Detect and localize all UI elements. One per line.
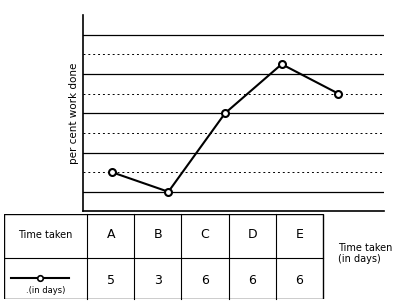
Text: 6: 6: [295, 274, 303, 287]
Text: C: C: [201, 228, 209, 241]
Text: Time taken
(in days): Time taken (in days): [338, 243, 392, 265]
Text: D: D: [247, 228, 257, 241]
Text: 5: 5: [107, 274, 115, 287]
Text: E: E: [295, 228, 303, 241]
Text: 6: 6: [201, 274, 209, 287]
Y-axis label: per cent work done: per cent work done: [69, 63, 79, 164]
Text: Time taken: Time taken: [18, 230, 73, 240]
Text: 6: 6: [248, 274, 256, 287]
Text: 3: 3: [154, 274, 162, 287]
Text: B: B: [153, 228, 162, 241]
Text: A: A: [106, 228, 115, 241]
Text: .(in days): .(in days): [26, 286, 65, 295]
